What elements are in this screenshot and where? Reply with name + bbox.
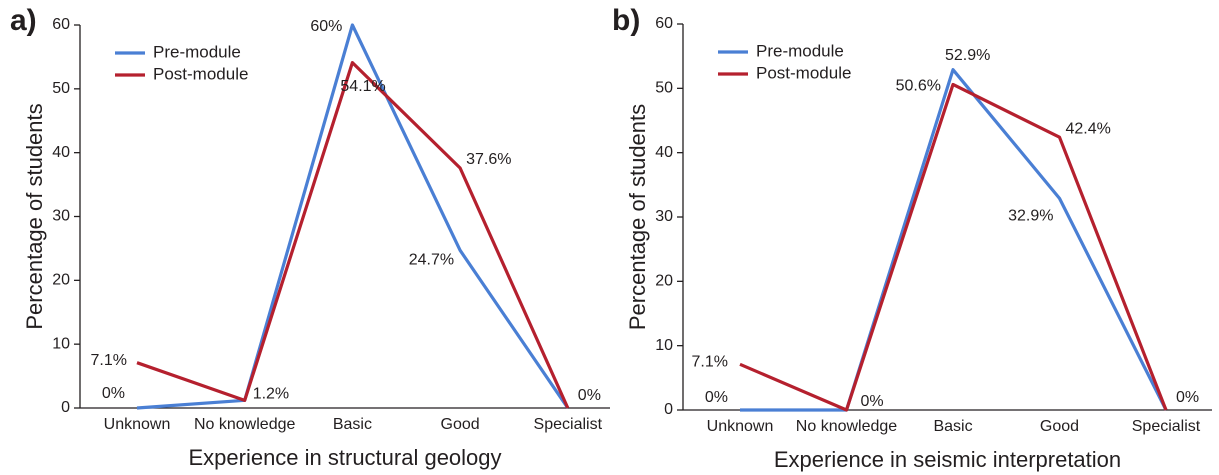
x-tick-label: No knowledge — [194, 416, 296, 433]
line-series — [136, 61, 570, 409]
legend-label: Pre-module — [153, 42, 241, 61]
data-label: 37.6% — [466, 151, 511, 168]
panel-label: b) — [612, 4, 640, 37]
x-tick-label: Basic — [933, 418, 972, 435]
y-tick-label: 40 — [655, 144, 673, 161]
y-tick-label: 60 — [655, 15, 673, 32]
data-label: 7.1% — [692, 354, 728, 371]
x-axis-title: Experience in structural geology — [188, 445, 501, 470]
data-label: 7.1% — [91, 352, 127, 369]
legend-label: Pre-module — [756, 41, 844, 60]
x-tick-label: Unknown — [104, 416, 171, 433]
y-tick-label: 0 — [664, 401, 673, 418]
data-label: 32.9% — [1008, 208, 1053, 225]
line-series — [739, 82, 1168, 412]
data-label: 54.1% — [340, 78, 385, 95]
x-tick-label: Good — [441, 416, 480, 433]
y-axis-title: Percentage of students — [22, 103, 47, 329]
line-series — [740, 68, 1168, 412]
legend-label: Post-module — [756, 63, 851, 82]
y-tick-label: 50 — [52, 80, 70, 97]
data-label: 42.4% — [1066, 120, 1111, 137]
x-tick-label: Basic — [333, 416, 372, 433]
x-tick-label: Specialist — [1132, 418, 1201, 435]
y-tick-label: 10 — [655, 337, 673, 354]
x-tick-label: Specialist — [534, 416, 603, 433]
data-label: 0% — [1176, 389, 1199, 406]
y-tick-label: 0 — [61, 399, 70, 416]
y-tick-label: 30 — [655, 208, 673, 225]
data-label: 0% — [861, 393, 884, 410]
data-label: 24.7% — [409, 252, 454, 269]
legend-label: Post-module — [153, 64, 248, 83]
x-tick-label: Unknown — [707, 418, 774, 435]
data-label: 60% — [310, 18, 342, 35]
y-tick-label: 50 — [655, 80, 673, 97]
y-tick-label: 60 — [52, 16, 70, 33]
y-tick-label: 10 — [52, 335, 70, 352]
data-label: 0% — [102, 385, 125, 402]
y-tick-label: 30 — [52, 208, 70, 225]
y-tick-label: 20 — [655, 273, 673, 290]
panel-label: a) — [10, 4, 37, 37]
y-axis-title: Percentage of students — [625, 104, 650, 330]
y-tick-label: 20 — [52, 272, 70, 289]
x-tick-label: Good — [1040, 418, 1079, 435]
data-label: 0% — [578, 387, 601, 404]
line-series — [136, 23, 570, 410]
data-label: 52.9% — [945, 47, 990, 64]
x-tick-label: No knowledge — [796, 418, 898, 435]
data-label: 1.2% — [253, 386, 289, 403]
data-label: 0% — [705, 389, 728, 406]
y-tick-label: 40 — [52, 144, 70, 161]
data-label: 50.6% — [896, 78, 941, 95]
x-axis-title: Experience in seismic interpretation — [774, 447, 1121, 472]
